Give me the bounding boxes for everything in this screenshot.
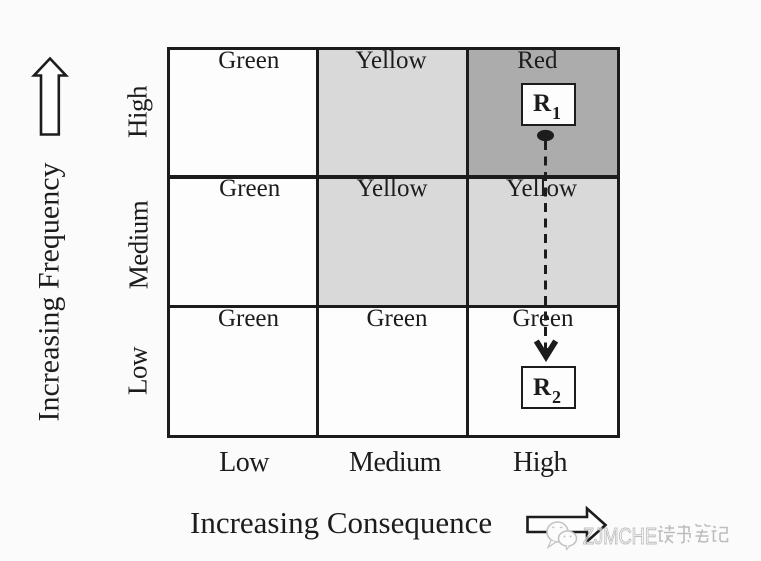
svg-text:ZJMCHE: ZJMCHE: [583, 523, 657, 549]
